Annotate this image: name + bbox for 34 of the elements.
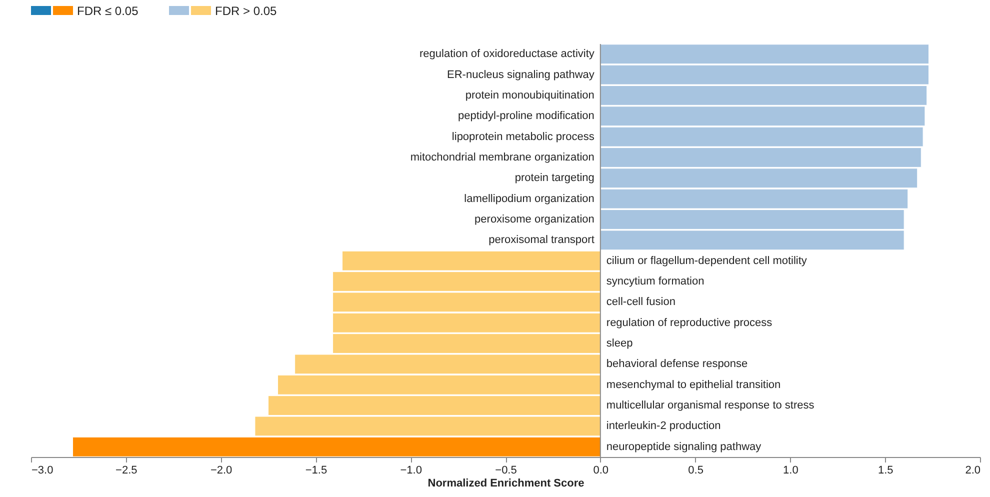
legend-label: FDR > 0.05 [215,4,278,18]
x-tick-label: 1.5 [878,464,894,476]
x-tick-label: −2.0 [210,464,232,476]
y-tick-label: behavioral defense response [606,358,748,370]
y-tick-label: multicellular organismal response to stress [606,400,815,412]
y-tick-label: lipoprotein metabolic process [452,130,595,143]
x-axis-title: Normalized Enrichment Score [428,478,584,490]
y-tick-label: peptidyl-proline modification [458,110,594,122]
x-tick-label: −1.0 [400,464,422,476]
y-tick-label: ER-nucleus signaling pathway [447,68,595,81]
y-tick-label: peroxisomal transport [488,234,594,246]
y-tick-label: protein monoubiquitination [465,89,594,102]
y-tick-label: neuropeptide signaling pathway [606,440,762,453]
y-tick-label: regulation of reproductive process [606,316,773,329]
y-tick-label: cilium or flagellum-dependent cell motility [606,254,808,267]
x-tick-label: −2.5 [116,464,138,476]
x-tick-label: 2.0 [965,464,980,476]
y-tick-label: mitochondrial membrane organization [410,151,594,164]
y-tick-label: protein targeting [514,172,594,184]
y-tick-label: lamellipodium organization [464,192,594,205]
x-tick-label: 1.0 [783,464,798,476]
x-tick-label: 0.0 [593,464,609,476]
y-tick-label: peroxisome organization [474,213,594,226]
y-tick-label: cell-cell fusion [606,296,676,308]
x-tick-label: 0.5 [688,464,704,476]
y-tick-label: mesenchymal to epithelial transition [606,378,781,391]
legend-label: FDR ≤ 0.05 [77,4,139,18]
y-tick-label: sleep [606,338,633,350]
y-tick-label: regulation of oxidoreductase activity [420,48,595,60]
y-tick-label: syncytium formation [606,276,704,288]
x-tick-label: −3.0 [32,464,54,476]
y-tick-label: interleukin-2 production [606,420,721,432]
x-tick-label: −0.5 [495,464,517,476]
x-tick-label: −1.5 [305,464,328,476]
